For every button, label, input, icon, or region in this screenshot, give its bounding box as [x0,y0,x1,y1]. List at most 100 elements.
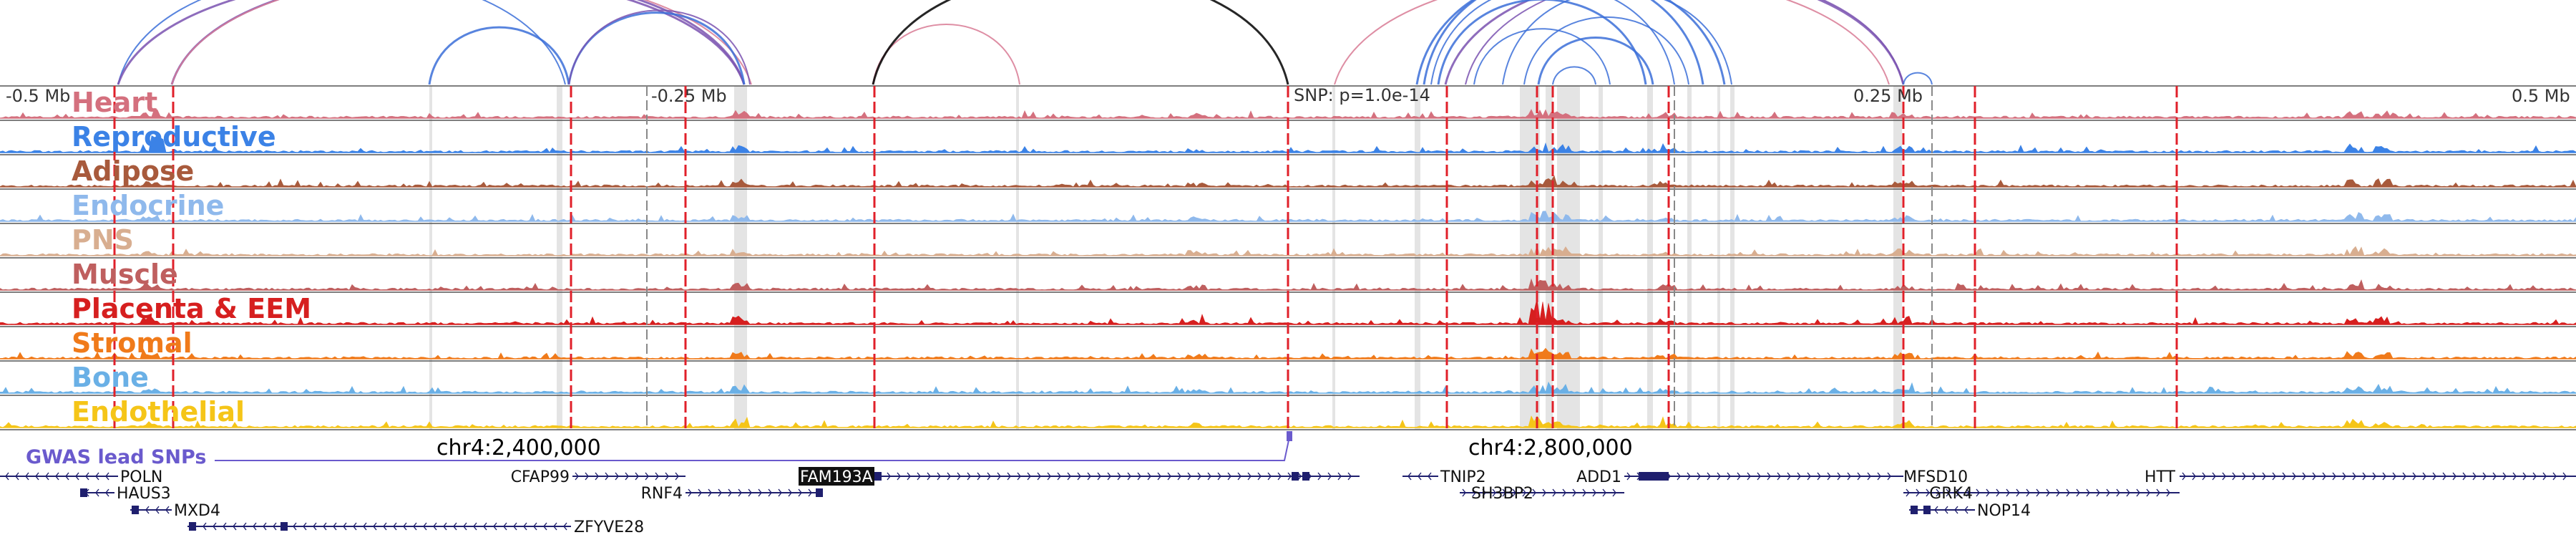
strand-arrow [635,472,639,481]
strand-arrow [393,522,397,531]
gene-mxd4: MXD4 [130,502,220,520]
loop-arc [1430,0,1675,85]
strand-arrow [1767,472,1771,481]
gene-label: GRK4 [1929,485,1973,503]
strand-arrow [2532,472,2537,481]
loop-arc [117,0,566,85]
strand-arrow [463,522,467,531]
strand-arrow [2192,472,2196,481]
loop-arc [1444,0,1905,85]
strand-arrow [105,472,109,481]
strand-arrow [987,472,991,481]
strand-arrow [947,472,951,481]
exon [816,488,823,497]
gene-add1: ADD1 [1576,468,1896,486]
strand-arrow [563,522,567,531]
strand-arrow [1996,488,2000,497]
axis-label-snp: SNP: p=1.0e-14 [1294,85,1430,105]
strand-arrow [1936,488,1940,497]
gene-label: RNF4 [641,485,683,503]
strand-arrow [688,488,692,497]
strand-arrow [343,522,347,531]
strand-arrow [1737,472,1741,481]
gene-grk4: GRK4 [1903,485,2180,503]
strand-arrow [2036,488,2040,497]
gene-label: POLN [120,468,162,486]
strand-arrow [997,472,1001,481]
strand-arrow [503,522,507,531]
strand-arrow [615,472,619,481]
strand-arrow [2016,488,2020,497]
strand-arrow [605,472,609,481]
strand-arrow [1677,472,1681,481]
strand-arrow [443,522,447,531]
strand-arrow [2322,472,2326,481]
strand-arrow [2272,472,2276,481]
gwas-connector [215,436,1290,461]
strand-arrow [1297,472,1302,481]
strand-arrow [303,522,307,531]
strand-arrow [1237,472,1241,481]
strand-arrow [293,522,297,531]
strand-arrow [798,488,802,497]
strand-arrow [2542,472,2547,481]
strand-arrow [1147,472,1151,481]
strand-arrow [373,522,377,531]
strand-arrow [1287,472,1292,481]
gene-rnf4: RNF4 [641,485,823,503]
strand-arrow [2086,488,2090,497]
loop-arc [428,26,570,85]
strand-arrow [2472,472,2477,481]
axis-label-mid-left: -0.25 Mb [651,86,727,106]
strand-arrow [1067,472,1071,481]
loop-arc [171,0,752,85]
strand-arrow [2482,472,2487,481]
loop-arc [1552,66,1596,85]
strand-arrow [203,522,207,531]
strand-arrow [95,472,99,481]
strand-arrow [2146,488,2150,497]
exon [280,522,288,531]
strand-arrow [917,472,921,481]
loop-arc [872,24,1020,85]
loop-arc [567,11,746,85]
strand-arrow [2552,472,2557,481]
strand-arrow [2006,488,2010,497]
strand-arrow [413,522,417,531]
strand-arrow [2352,472,2356,481]
gene-highlight-box [799,467,874,486]
strand-arrow [1562,488,1566,497]
strand-arrow [718,488,722,497]
exon [1650,472,1669,481]
strand-arrow [1087,472,1091,481]
strand-arrow [698,488,702,497]
strand-arrow [738,488,742,497]
gene-htt: HTT [2145,468,2576,486]
strand-arrow [2076,488,2080,497]
strand-arrow [1532,488,1536,497]
strand-arrow [595,472,599,481]
strand-arrow [2116,488,2120,497]
strand-arrow [748,488,752,497]
track-label: Adipose [72,155,194,187]
strand-arrow [333,522,337,531]
strand-arrow [778,488,782,497]
strand-arrow [1727,472,1731,481]
strand-arrow [1337,472,1342,481]
strand-arrow [453,522,457,531]
loop-arc [1523,16,1689,85]
strand-arrow [1817,472,1821,481]
strand-arrow [1847,472,1851,481]
strand-arrow [937,472,941,481]
strand-arrow [1492,488,1496,497]
strand-arrow [2252,472,2256,481]
strand-arrow [1877,472,1881,481]
track-signal [0,211,2576,222]
strand-arrow [1217,472,1221,481]
strand-arrow [2242,472,2246,481]
loop-arc [1465,0,1904,85]
strand-arrow [625,472,629,481]
strand-arrow [553,522,557,531]
strand-arrow [2026,488,2030,497]
